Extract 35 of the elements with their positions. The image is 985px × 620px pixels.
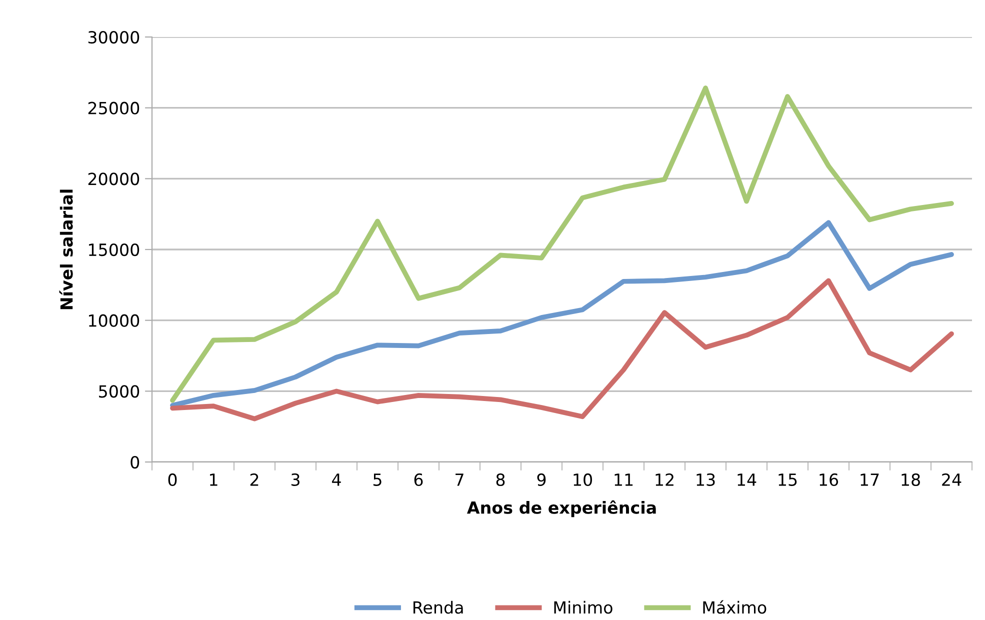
line-series [170, 278, 954, 422]
x-tick-label: 18 [902, 473, 920, 486]
x-tick-label: 24 [942, 473, 962, 486]
y-tick-label: 5000 [99, 385, 140, 398]
x-tick-label: 6 [414, 473, 423, 486]
x-tick-label: 1 [210, 474, 218, 486]
x-tick-label: 16 [820, 473, 838, 486]
x-tick-label: 13 [696, 473, 715, 486]
x-tick-label: 9 [537, 473, 546, 486]
y-tick-label: 20000 [88, 172, 140, 186]
x-tick-label: 11 [614, 474, 633, 486]
x-tick-label: 4 [332, 474, 341, 486]
x-tick-label: 12 [656, 473, 674, 486]
x-tick-label: 17 [860, 474, 879, 486]
x-axis-title: Anos de experiência [466, 500, 656, 518]
x-tick-label: 3 [291, 473, 300, 486]
x-tick-label: 0 [168, 473, 177, 486]
x-tick-label: 7 [456, 474, 464, 486]
y-tick-label: 30000 [88, 30, 140, 44]
x-tick-label: 8 [496, 473, 505, 486]
line-series [170, 220, 954, 408]
x-tick-label: 5 [373, 474, 382, 486]
line-series [170, 86, 954, 403]
y-tick-label: 0 [130, 456, 140, 469]
x-tick-label: 10 [574, 473, 592, 486]
legend-label: Minimo [554, 600, 612, 614]
x-tick-label: 15 [778, 474, 797, 486]
y-axis-title: Nível salarial [59, 190, 73, 310]
y-tick-label: 10000 [89, 314, 140, 327]
legend-label: Máximo [703, 600, 766, 614]
y-tick-label: 25000 [88, 102, 140, 114]
x-tick-label: 2 [250, 473, 258, 486]
x-tick-label: 14 [738, 474, 756, 486]
y-tick-label: 15000 [89, 243, 140, 256]
legend-label: Renda [414, 600, 463, 614]
